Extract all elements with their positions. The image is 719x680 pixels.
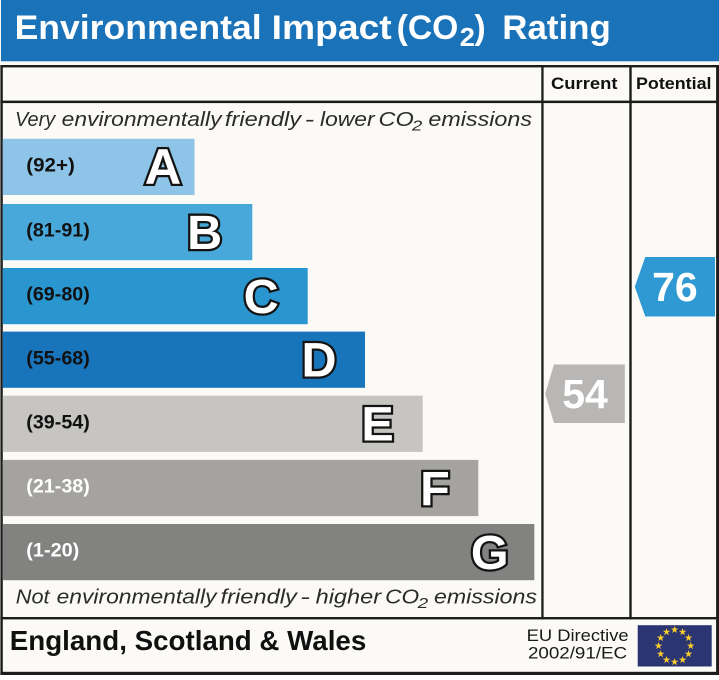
svg-text:2: 2	[460, 22, 475, 52]
svg-text:2: 2	[411, 117, 423, 134]
svg-text:76: 76	[652, 264, 698, 310]
svg-text:emissions: emissions	[434, 586, 537, 609]
svg-text:environmentally: environmentally	[57, 586, 219, 609]
svg-text:Rating: Rating	[502, 9, 611, 47]
svg-text:(1-20): (1-20)	[26, 541, 79, 562]
svg-text:Not: Not	[16, 586, 51, 609]
svg-text:Current: Current	[551, 75, 618, 93]
svg-text:G: G	[471, 526, 509, 580]
svg-text:friendly: friendly	[221, 586, 299, 609]
svg-text:(39-54): (39-54)	[26, 412, 90, 433]
svg-text:B: B	[187, 206, 222, 260]
svg-text:Very: Very	[15, 108, 57, 131]
svg-text:D: D	[301, 334, 336, 388]
svg-text:higher: higher	[316, 586, 383, 609]
svg-text:(92+): (92+)	[26, 156, 75, 177]
svg-text:friendly: friendly	[225, 108, 303, 131]
svg-text:Impact: Impact	[272, 9, 392, 47]
svg-text:emissions: emissions	[428, 108, 532, 131]
svg-text:2002/91/EC: 2002/91/EC	[528, 645, 627, 663]
svg-text:environmentally: environmentally	[62, 108, 224, 131]
svg-text:EU Directive: EU Directive	[527, 627, 629, 645]
svg-text:(81-91): (81-91)	[26, 221, 90, 242]
svg-text:Potential: Potential	[636, 75, 712, 93]
svg-text:-: -	[305, 108, 315, 131]
svg-text:54: 54	[562, 371, 608, 417]
svg-text:Environmental: Environmental	[15, 9, 262, 47]
svg-text:F: F	[420, 462, 450, 516]
svg-text:-: -	[300, 586, 310, 609]
svg-text:): )	[474, 9, 485, 47]
svg-text:lower: lower	[320, 108, 376, 131]
svg-text:C: C	[244, 270, 279, 324]
svg-text:(55-68): (55-68)	[26, 348, 90, 369]
svg-text:(CO: (CO	[397, 9, 459, 47]
svg-text:(21-38): (21-38)	[26, 477, 90, 498]
svg-text:(69-80): (69-80)	[26, 285, 90, 306]
svg-text:CO: CO	[385, 586, 419, 609]
svg-text:2: 2	[417, 595, 429, 612]
svg-text:A: A	[145, 138, 181, 195]
svg-text:E: E	[361, 398, 393, 452]
svg-text:CO: CO	[379, 108, 414, 131]
svg-text:England, Scotland & Wales: England, Scotland & Wales	[10, 625, 366, 656]
